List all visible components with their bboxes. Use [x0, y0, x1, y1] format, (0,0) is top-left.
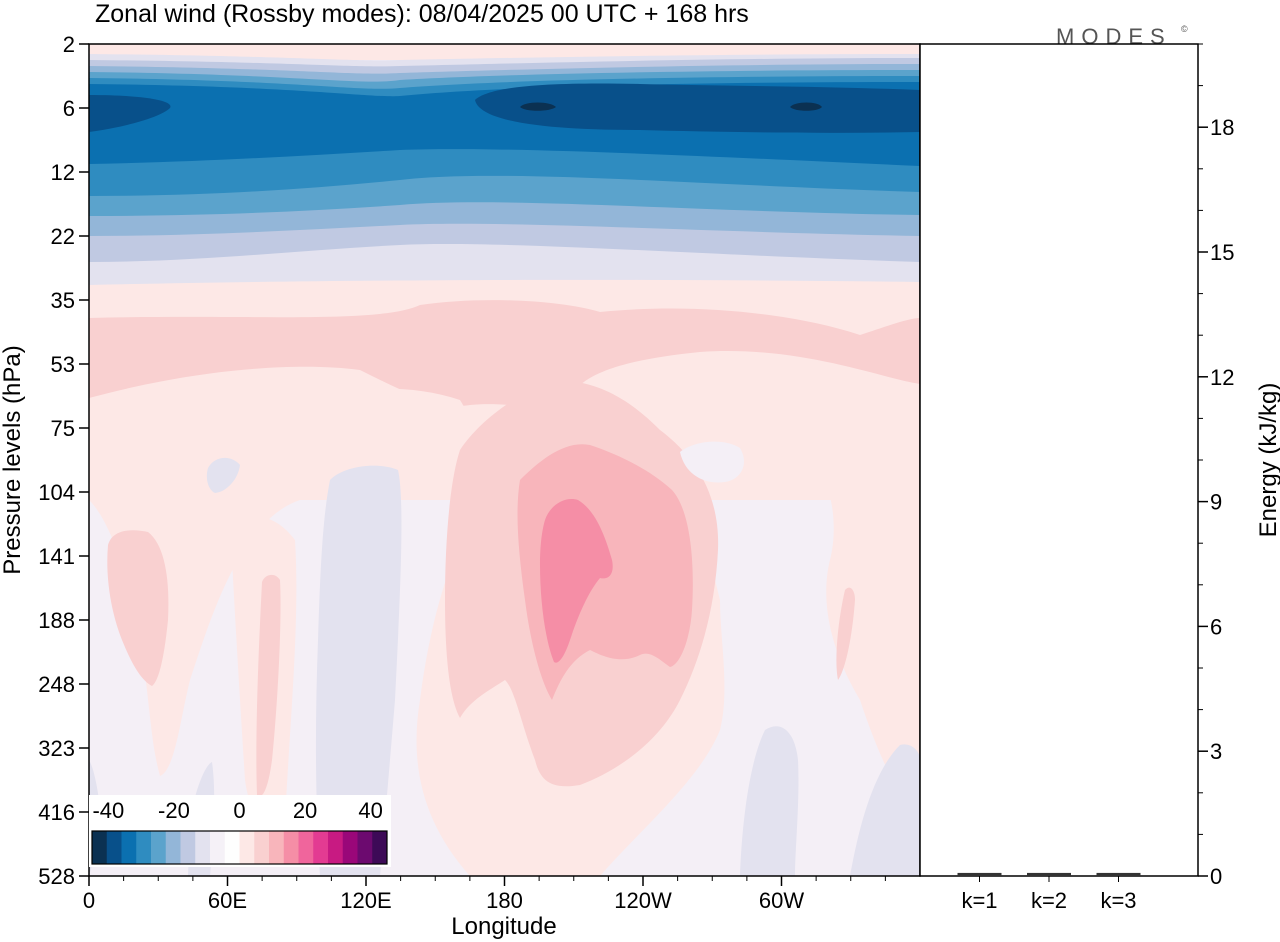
- y-tick-label: 104: [38, 480, 75, 505]
- x-tick-label: 60W: [759, 888, 804, 913]
- x-axis-label: Longitude: [451, 913, 556, 940]
- y-tick-label: 248: [38, 672, 75, 697]
- colorbar-swatch: [151, 831, 167, 864]
- chart-title: Zonal wind (Rossby modes): 08/04/2025 00…: [95, 0, 749, 28]
- energy-axis-label: Energy (kJ/kg): [1255, 383, 1280, 538]
- y-tick-label: 141: [38, 544, 75, 569]
- y-tick-label: 22: [51, 224, 75, 249]
- y-axis-label: Pressure levels (hPa): [0, 345, 26, 574]
- y-tick-label: 416: [38, 800, 75, 825]
- contour-band: [89, 300, 920, 407]
- colorbar-label: -40: [92, 798, 124, 823]
- colorbar-swatch: [136, 831, 152, 864]
- zonal-wind-contours: [89, 44, 920, 876]
- energy-tick-label: 3: [1210, 739, 1222, 764]
- logo-mark: ©: [1181, 24, 1188, 34]
- colorbar-swatch: [269, 831, 285, 864]
- bar-category-label: k=2: [1031, 888, 1067, 913]
- energy-tick-label: 0: [1210, 864, 1222, 889]
- colorbar-swatch: [180, 831, 196, 864]
- colorbar-labels: -40 -20 0 20 40: [92, 798, 382, 823]
- x-tick-label: 120E: [340, 888, 391, 913]
- x-axis-ticks: 0 60E 120E 180 120W 60W: [83, 876, 886, 913]
- colorbar-swatch: [342, 831, 358, 864]
- colorbar-label: 0: [233, 798, 245, 823]
- y-tick-label: 188: [38, 608, 75, 633]
- x-tick-label: 180: [486, 888, 523, 913]
- colorbar-swatch: [254, 831, 270, 864]
- colorbar-frame: [91, 830, 388, 865]
- colorbar-swatch: [224, 831, 240, 864]
- energy-bar: [1096, 872, 1141, 876]
- contour-band: [540, 499, 613, 663]
- contour-band: [836, 587, 855, 680]
- energy-tick-label: 15: [1210, 240, 1234, 265]
- colorbar-swatch: [106, 831, 122, 864]
- energy-bars: k=1 k=2 k=3: [957, 872, 1141, 913]
- y-tick-label: 35: [51, 288, 75, 313]
- bar-category-label: k=1: [961, 888, 997, 913]
- energy-panel-frame: [919, 43, 1199, 877]
- colorbar-swatch: [328, 831, 344, 864]
- contour-band: [680, 441, 745, 483]
- colorbar-swatch: [121, 831, 137, 864]
- y-tick-label: 75: [51, 416, 75, 441]
- contour-band: [89, 95, 171, 132]
- y-tick-label: 12: [51, 160, 75, 185]
- y-tick-label: 53: [51, 352, 75, 377]
- contour-band: [475, 83, 920, 133]
- contour-band: [520, 102, 556, 111]
- energy-bar: [957, 872, 1002, 876]
- energy-tick-label: 18: [1210, 115, 1234, 140]
- colorbar-swatches: [92, 831, 388, 864]
- energy-tick-label: 12: [1210, 365, 1234, 390]
- contour-band: [850, 744, 920, 876]
- y-axis-ticks: 2 6 12 22 35 53 75 104 141 188 248 323 416 528: [38, 32, 89, 889]
- colorbar: -40 -20 0 20 40: [89, 795, 391, 867]
- colorbar-swatch: [165, 831, 181, 864]
- contour-band: [256, 574, 281, 797]
- colorbar-swatch: [195, 831, 211, 864]
- colorbar-label: -20: [158, 798, 190, 823]
- colorbar-swatch: [357, 831, 373, 864]
- colorbar-swatch: [92, 831, 108, 864]
- contour-band: [740, 726, 799, 876]
- colorbar-label: 20: [293, 798, 317, 823]
- x-tick-label: 60E: [208, 888, 247, 913]
- colorbar-swatch: [283, 831, 299, 864]
- colorbar-label: 40: [358, 798, 382, 823]
- y-tick-label: 6: [63, 96, 75, 121]
- colorbar-swatch: [239, 831, 255, 864]
- y-tick-label: 323: [38, 736, 75, 761]
- bar-category-label: k=3: [1100, 888, 1136, 913]
- contour-band: [107, 530, 169, 686]
- energy-axis-ticks: 0 3 6 9 12 15 18: [1198, 43, 1234, 889]
- energy-bar: [1027, 872, 1071, 876]
- x-tick-label: 0: [83, 888, 95, 913]
- y-tick-label: 2: [63, 32, 75, 57]
- energy-tick-label: 9: [1210, 490, 1222, 515]
- x-tick-label: 120W: [614, 888, 672, 913]
- y-tick-label: 528: [38, 864, 75, 889]
- colorbar-swatch: [372, 831, 388, 864]
- energy-tick-label: 6: [1210, 614, 1222, 639]
- contour-band: [790, 102, 822, 111]
- colorbar-swatch: [210, 831, 226, 864]
- contour-band: [315, 465, 402, 876]
- colorbar-swatch: [298, 831, 314, 864]
- colorbar-swatch: [313, 831, 329, 864]
- contour-band: [206, 457, 240, 493]
